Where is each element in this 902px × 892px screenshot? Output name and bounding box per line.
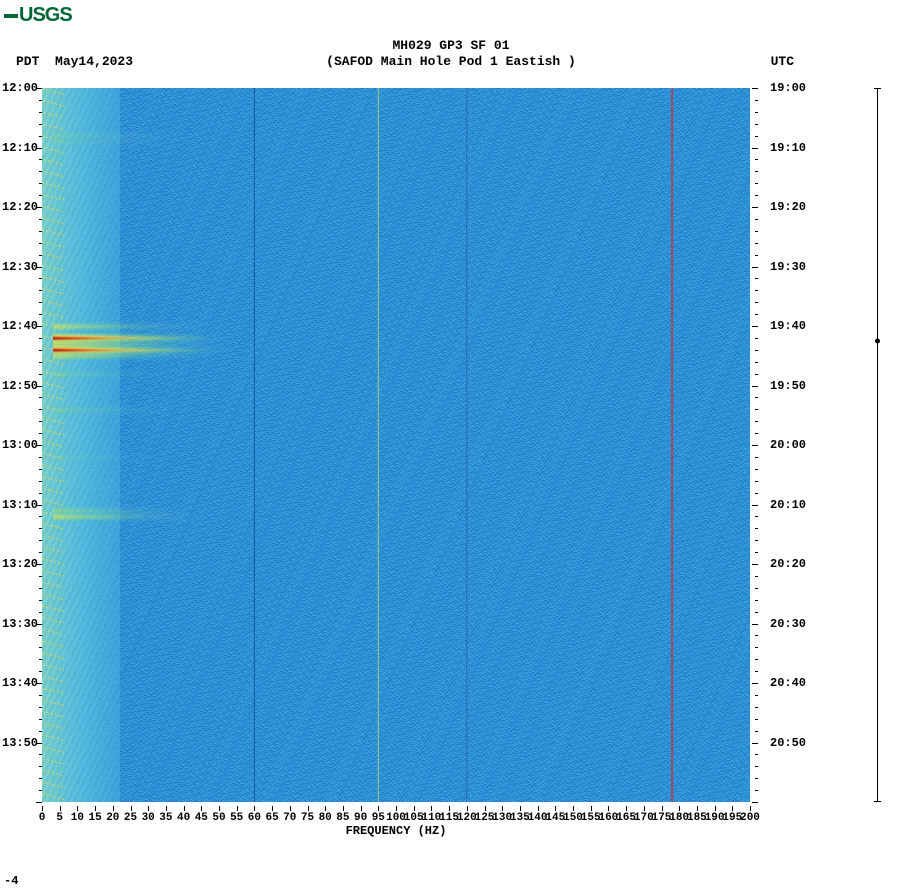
y-tick-right: 20:40	[770, 676, 806, 690]
usgs-logo: USGS	[4, 4, 72, 27]
y-tick-left: 12:20	[2, 200, 38, 214]
x-tick: 90	[354, 812, 367, 824]
x-tick: 65	[265, 812, 278, 824]
y-tickmarks-left	[40, 88, 48, 802]
spectrogram-plot	[42, 88, 750, 802]
title-line-2: (SAFOD Main Hole Pod 1 Eastish )	[326, 54, 576, 69]
x-tick: 95	[372, 812, 385, 824]
header-date: May14,2023	[55, 54, 133, 69]
x-tick: 80	[319, 812, 332, 824]
y-tick-left: 12:30	[2, 260, 38, 274]
x-tick: 45	[195, 812, 208, 824]
y-tick-right: 19:00	[770, 81, 806, 95]
x-tick: 40	[177, 812, 190, 824]
y-tick-right: 19:50	[770, 379, 806, 393]
y-axis-right: 19:0019:1019:2019:3019:4019:5020:0020:10…	[758, 88, 804, 802]
left-tz: PDT	[16, 54, 39, 69]
scalebar-marker	[875, 339, 880, 344]
x-tick: 25	[124, 812, 137, 824]
x-tick: 50	[212, 812, 225, 824]
y-tick-left: 12:10	[2, 141, 38, 155]
right-tz: UTC	[771, 54, 794, 69]
y-tick-left: 13:20	[2, 557, 38, 571]
logo-text: USGS	[19, 4, 72, 26]
y-tickmarks-right	[750, 88, 758, 802]
x-tick: 30	[142, 812, 155, 824]
y-tick-right: 20:50	[770, 736, 806, 750]
y-tick-left: 12:00	[2, 81, 38, 95]
x-tick: 55	[230, 812, 243, 824]
x-tick: 200	[740, 812, 760, 824]
y-tick-left: 13:30	[2, 617, 38, 631]
x-tick: 85	[336, 812, 349, 824]
y-tick-left: 13:50	[2, 736, 38, 750]
y-tick-left: 12:40	[2, 319, 38, 333]
y-tick-right: 20:20	[770, 557, 806, 571]
y-tick-right: 19:40	[770, 319, 806, 333]
x-tick: 35	[159, 812, 172, 824]
y-tick-right: 19:20	[770, 200, 806, 214]
x-tick: 70	[283, 812, 296, 824]
y-tick-left: 13:10	[2, 498, 38, 512]
scalebar-cap-top	[874, 88, 881, 89]
y-tick-right: 20:10	[770, 498, 806, 512]
x-tick: 10	[71, 812, 84, 824]
x-tick: 20	[106, 812, 119, 824]
x-tick: 15	[88, 812, 101, 824]
y-tick-left: 13:40	[2, 676, 38, 690]
y-tick-right: 20:00	[770, 438, 806, 452]
x-axis-label: FREQUENCY (HZ)	[42, 824, 750, 838]
y-tick-left: 12:50	[2, 379, 38, 393]
x-tick: 75	[301, 812, 314, 824]
left-tz-date: PDT May14,2023	[16, 54, 133, 69]
scalebar-cap-bottom	[874, 801, 881, 802]
scale-bar	[877, 88, 878, 802]
title-line-1: MH029 GP3 SF 01	[392, 38, 509, 53]
footer-mark: -4	[4, 874, 18, 888]
y-tick-left: 13:00	[2, 438, 38, 452]
x-tick: 5	[56, 812, 63, 824]
x-tick: 0	[39, 812, 46, 824]
x-tick: 60	[248, 812, 261, 824]
spectrogram-canvas	[42, 88, 750, 802]
y-tick-right: 19:10	[770, 141, 806, 155]
y-tick-right: 20:30	[770, 617, 806, 631]
y-tick-right: 19:30	[770, 260, 806, 274]
